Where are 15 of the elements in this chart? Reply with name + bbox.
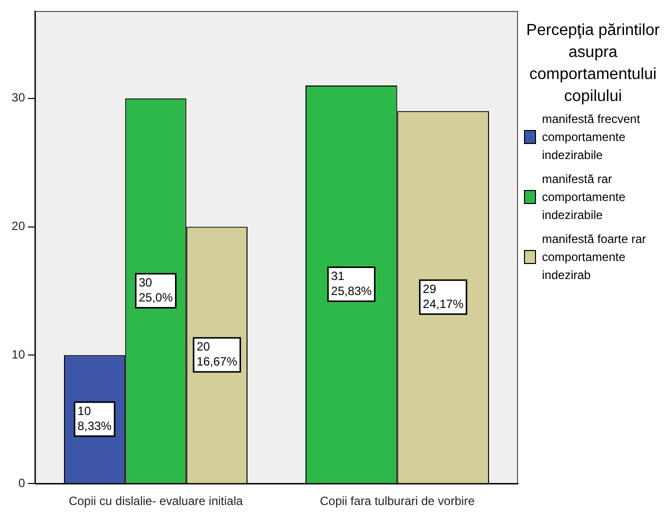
data-label: 20 16,67% — [196, 340, 238, 369]
legend-label: manifestă foarte rar comportamente indezirab — [542, 231, 648, 284]
y-tick-label: 10 — [12, 347, 26, 362]
data-label: 10 8,33% — [78, 404, 112, 433]
y-tick-label: 0 — [18, 476, 26, 490]
data-label: 29 24,17% — [422, 282, 464, 311]
data-label: 30 25,0% — [138, 276, 174, 305]
legend-label: manifestă rar comportamente indezirabile — [542, 171, 626, 224]
legend-title: Percepţia părintilor asupra comportamentului copilului — [525, 21, 661, 107]
x-tick-label: Copii fara tulburari de vorbire — [320, 494, 475, 508]
legend-label: manifestă frecvent comportamente indezirabile — [542, 111, 642, 164]
y-tick-label: 30 — [12, 90, 26, 105]
x-tick-label: Copii cu dislalie- evaluare initiala — [68, 494, 244, 508]
y-tick-label: 20 — [12, 219, 26, 234]
data-label: 31 25,83% — [331, 269, 372, 298]
